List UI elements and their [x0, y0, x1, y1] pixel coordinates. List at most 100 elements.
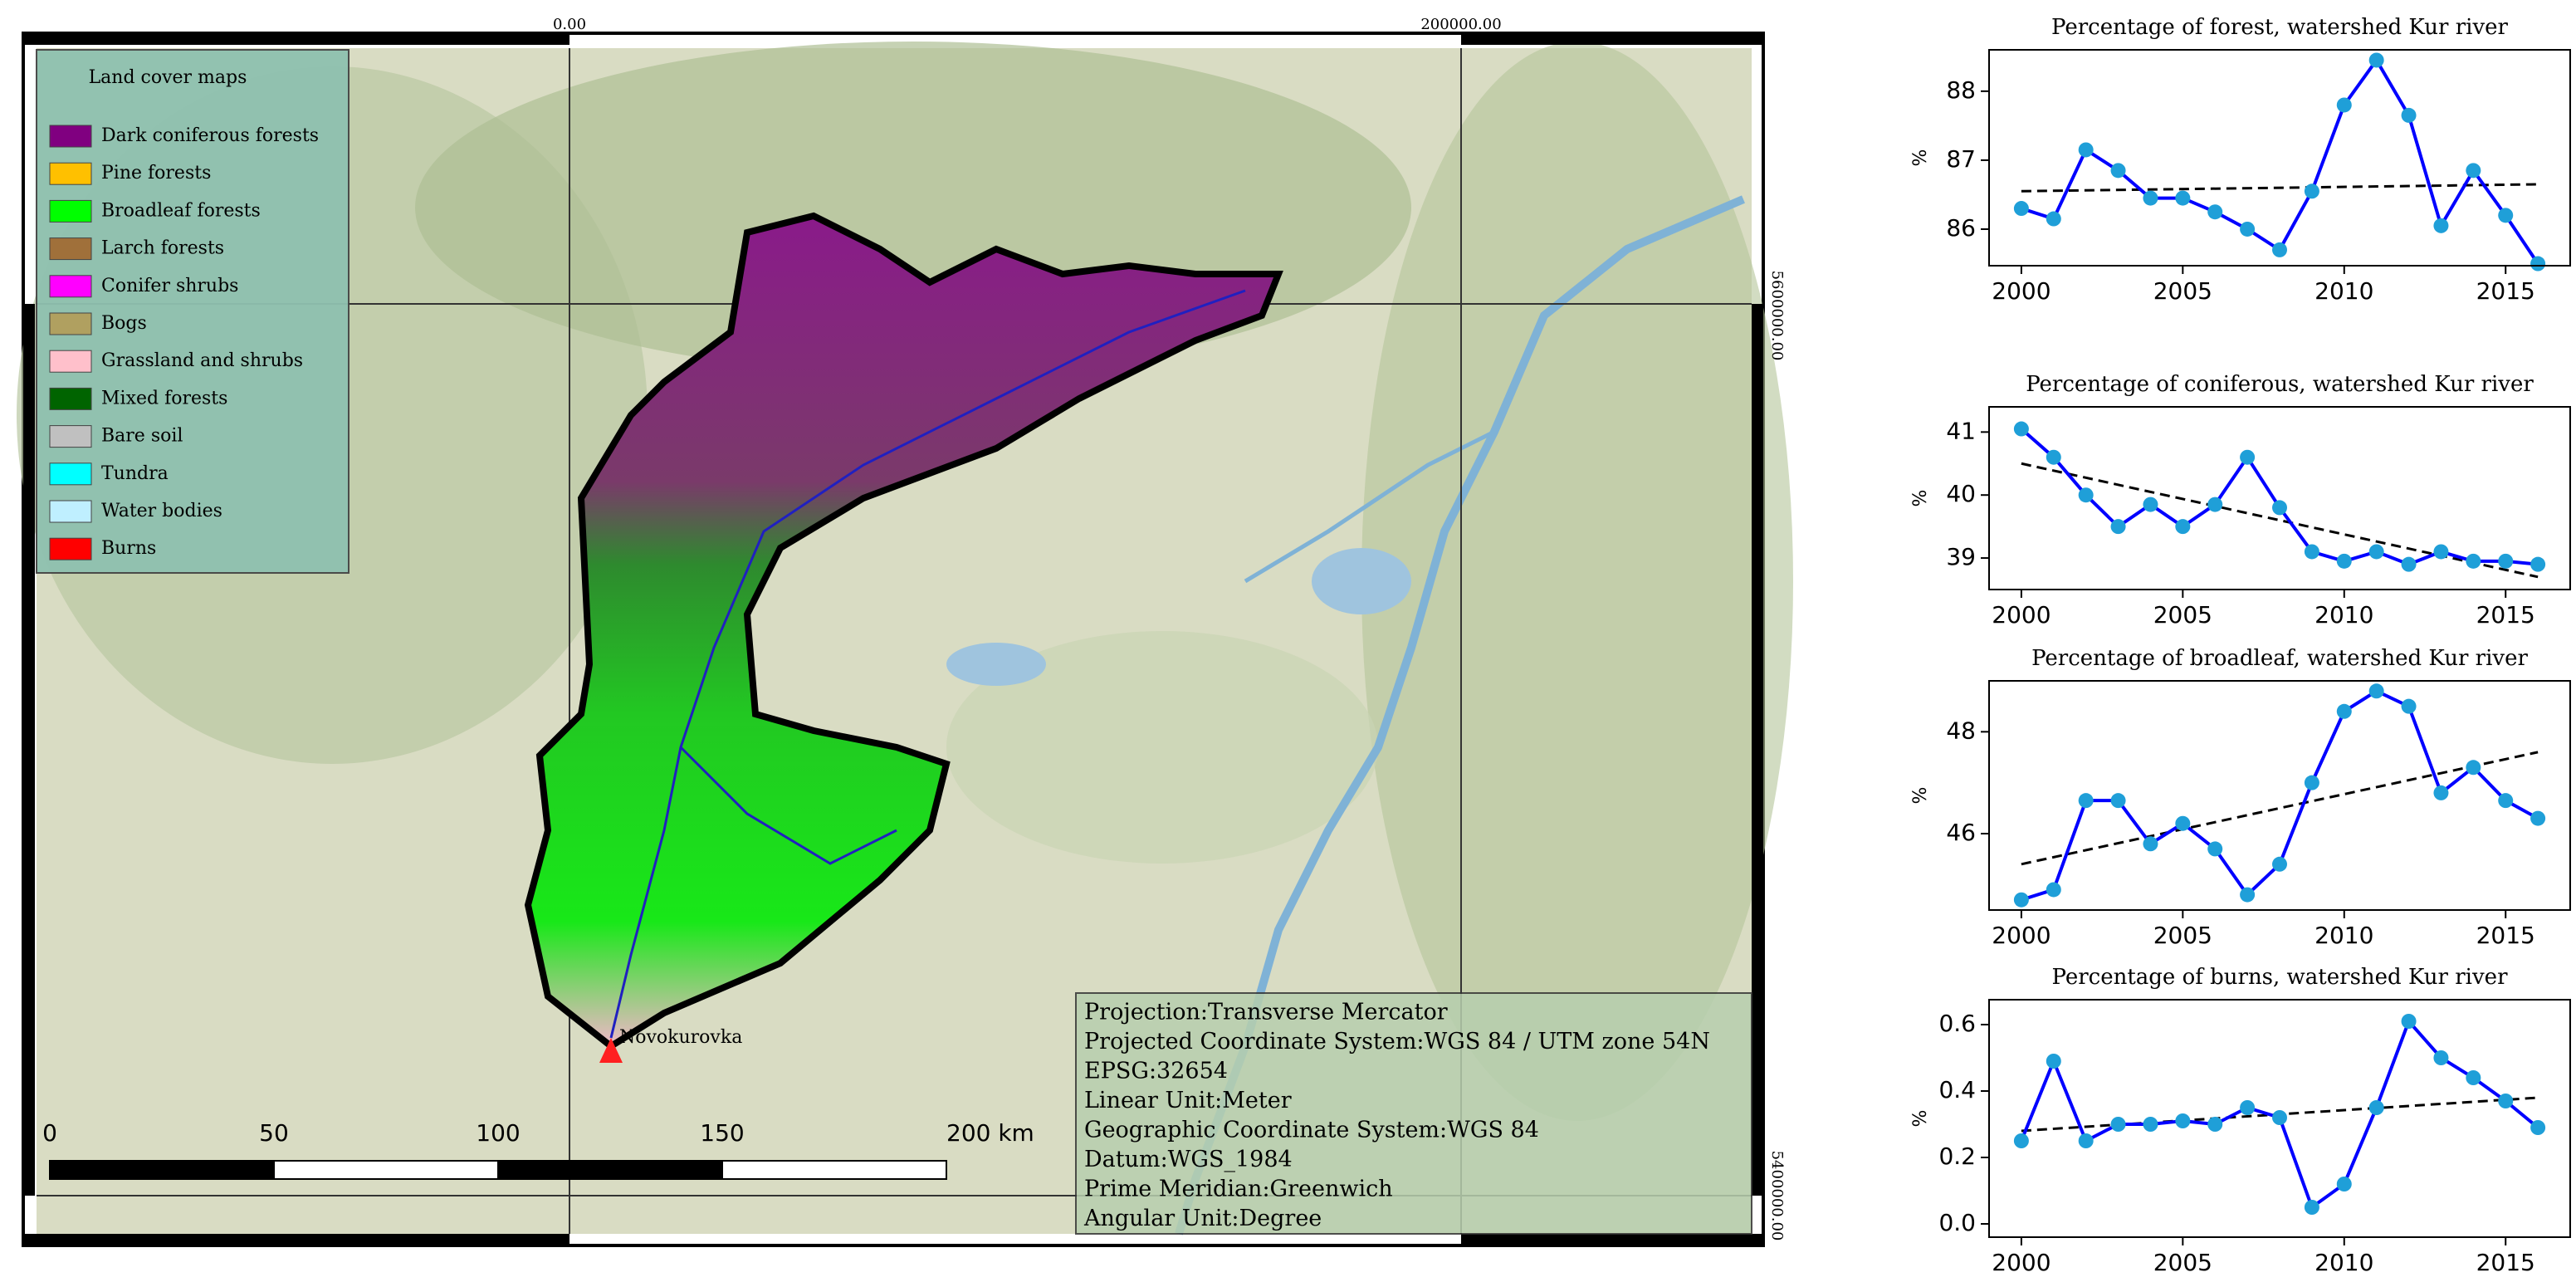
data-point	[2304, 544, 2319, 560]
data-point	[2110, 163, 2126, 179]
data-point	[2013, 201, 2029, 217]
data-point	[2078, 487, 2094, 503]
data-point	[2368, 52, 2384, 68]
legend-label: Water bodies	[101, 501, 222, 521]
data-point	[2078, 142, 2094, 158]
legend-label: Mixed forests	[101, 388, 227, 409]
info-line: Projection:Transverse Mercator	[1084, 1000, 1448, 1025]
data-point	[2368, 683, 2384, 699]
y-tick-label: 41	[1946, 417, 1976, 444]
data-point	[2143, 836, 2158, 852]
chart-title: Percentage of burns, watershed Kur river	[2052, 965, 2509, 990]
map: Novokurovka Land cover maps Dark conifer…	[17, 16, 1793, 1247]
data-point	[2272, 856, 2287, 872]
x-tick-label: 2000	[1992, 1249, 2051, 1276]
data-point	[2013, 1133, 2029, 1148]
place-marker	[599, 1038, 623, 1063]
scale-segment	[49, 1160, 275, 1180]
frame-band	[1752, 304, 1763, 1196]
series-line	[2020, 428, 2539, 566]
scale-segment	[721, 1160, 947, 1180]
data-point	[2530, 1120, 2546, 1135]
data-point	[2433, 1050, 2449, 1065]
data-point	[2368, 544, 2384, 560]
scale-label: 200 km	[946, 1119, 1034, 1147]
trend-line	[2021, 462, 2539, 579]
info-line: EPSG:32654	[1084, 1059, 1228, 1084]
x-tick-label: 2010	[2314, 1249, 2373, 1276]
terrain	[946, 631, 1378, 864]
x-tick-label: 2005	[2153, 1249, 2212, 1276]
chart-title: Percentage of coniferous, watershed Kur …	[2026, 372, 2534, 397]
x-tick-label: 2005	[2153, 601, 2212, 629]
legend-swatch	[49, 387, 92, 410]
data-point	[2207, 497, 2223, 512]
info: Projection:Transverse Mercator Projected …	[1083, 1000, 1710, 1232]
legend-swatch	[49, 125, 92, 148]
frame-band	[23, 1234, 569, 1245]
scale-label: 50	[259, 1119, 289, 1147]
x-tick-label: 2015	[2476, 277, 2535, 305]
legend-label: Grassland and shrubs	[101, 350, 303, 371]
data-point	[2046, 1054, 2061, 1069]
legend-swatch	[49, 537, 92, 560]
legend-swatch	[49, 312, 92, 335]
coordinate-label: 5600000.00	[1768, 271, 1786, 361]
data-point	[2304, 183, 2319, 199]
data-point	[2143, 190, 2158, 206]
legend-title: Land cover maps	[89, 67, 247, 88]
trend-line	[2021, 751, 2539, 866]
data-point	[2110, 1117, 2126, 1132]
lake	[946, 643, 1046, 686]
y-axis-label: %	[1910, 490, 1931, 507]
scale-segment	[273, 1160, 499, 1180]
y-tick-label: 0.4	[1938, 1076, 1976, 1103]
data-point	[2530, 256, 2546, 272]
legend-swatch	[49, 500, 92, 523]
legend-swatch	[49, 462, 92, 486]
plot-frame	[1988, 49, 2571, 267]
scale-bar: 0 50 100 150 200 km	[42, 1119, 1034, 1180]
y-tick-label: 48	[1946, 717, 1976, 744]
coordinate-label: 0.00	[553, 16, 586, 33]
y-tick-label: 0.0	[1938, 1209, 1976, 1236]
data-point	[2143, 1117, 2158, 1132]
data-point	[2046, 449, 2061, 465]
x-tick-label: 2015	[2476, 601, 2535, 629]
coordinate-label: 5400000.00	[1768, 1151, 1786, 1241]
data-point	[2466, 760, 2481, 776]
scale-label: 100	[476, 1119, 520, 1147]
scale-segment	[497, 1160, 723, 1180]
data-point	[2175, 815, 2191, 831]
x-tick-label: 2000	[1992, 601, 2051, 629]
data-point	[2336, 703, 2352, 719]
data-point	[2013, 892, 2029, 908]
data-point	[2304, 1200, 2319, 1215]
data-point	[2175, 519, 2191, 535]
data-point	[2240, 887, 2256, 903]
data-point	[2336, 1177, 2352, 1191]
y-tick-label: 88	[1946, 76, 1976, 104]
coordinate-label: 200000.00	[1420, 16, 1501, 33]
info-line: Angular Unit:Degree	[1083, 1206, 1322, 1231]
y-axis-label: %	[1910, 787, 1931, 805]
legend-label: Broadleaf forests	[101, 200, 261, 221]
x-tick-label: 2005	[2153, 277, 2212, 305]
y-tick-label: 40	[1946, 480, 1976, 507]
y-tick-label: 87	[1946, 145, 1976, 173]
legend-swatch	[49, 199, 92, 223]
data-point	[2433, 785, 2449, 800]
data-point	[2272, 1110, 2287, 1125]
info-line: Datum:WGS_1984	[1084, 1147, 1293, 1172]
data-point	[2046, 211, 2061, 227]
data-point	[2175, 190, 2191, 206]
chart-title: Percentage of forest, watershed Kur rive…	[2051, 15, 2509, 40]
data-point	[2240, 1100, 2256, 1115]
data-point	[2498, 1094, 2514, 1108]
data-point	[2433, 544, 2449, 560]
data-point	[2401, 698, 2417, 714]
frame-band	[1461, 33, 1763, 45]
data-point	[2207, 1117, 2223, 1132]
